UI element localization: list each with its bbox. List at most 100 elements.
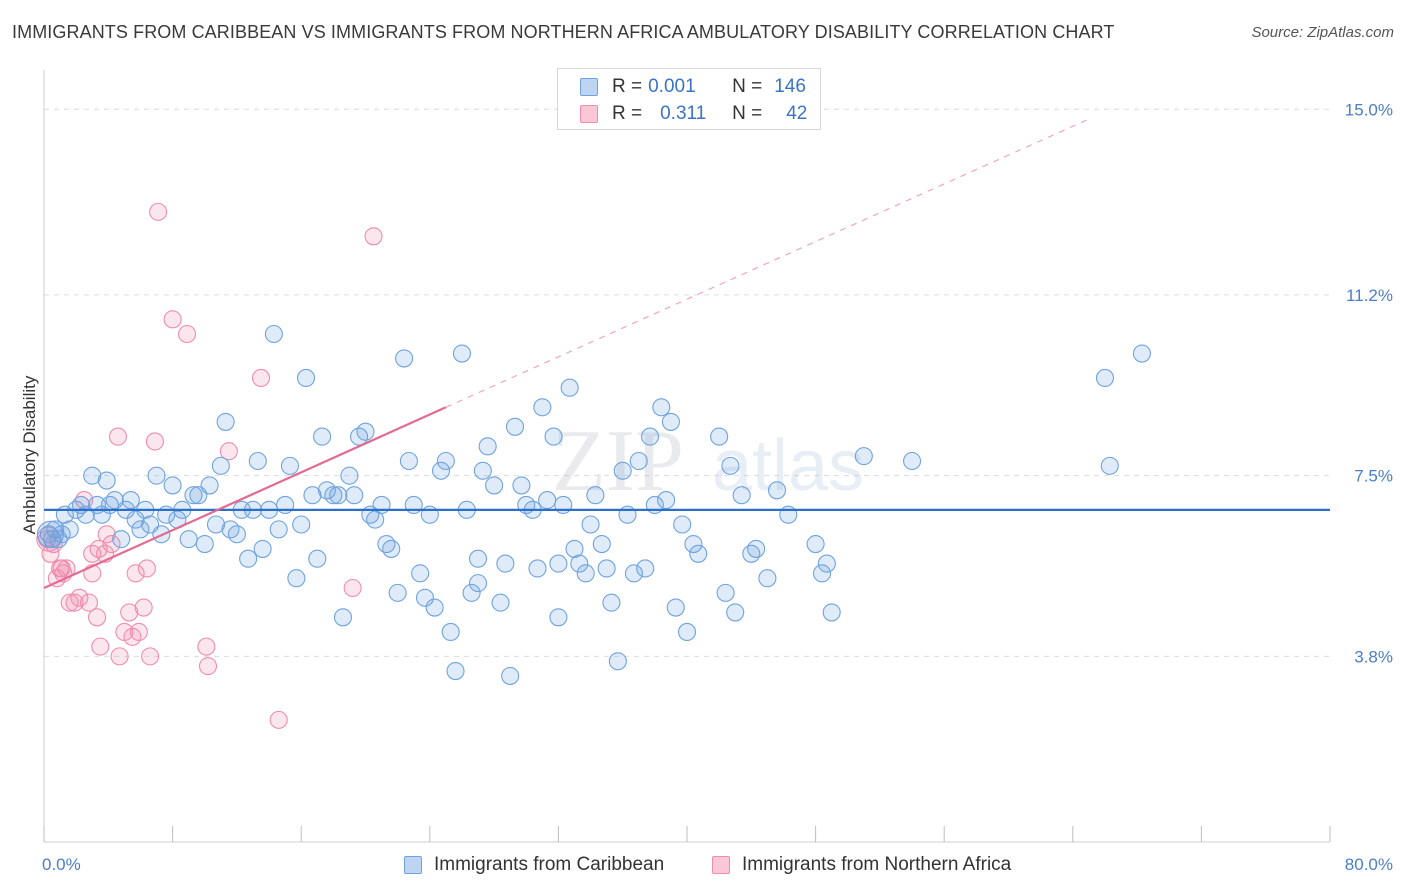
caribbean-point (36, 520, 64, 548)
caribbean-point (570, 554, 589, 573)
caribbean-point (411, 564, 430, 583)
northern-africa-point (60, 593, 79, 612)
northern-africa-point (108, 427, 127, 446)
northern-africa-point (65, 593, 84, 612)
caribbean-point (684, 534, 703, 554)
caribbean-point (446, 661, 465, 681)
caribbean-point (636, 559, 655, 578)
caribbean-point (340, 466, 359, 485)
caribbean-point (206, 515, 226, 534)
caribbean-point (902, 451, 922, 471)
caribbean-point (436, 451, 455, 471)
caribbean-point (721, 456, 740, 475)
tick-labels: 3.8% 7.5% 11.2% 15.0% 0.0% 80.0% (42, 100, 1393, 874)
legend-row-northern-africa: R = 0.311 N = 42 (580, 102, 807, 126)
caribbean-point (112, 530, 131, 549)
caribbean-point (473, 461, 492, 480)
caribbean-point (608, 652, 627, 671)
y-tick-label: 11.2% (1346, 286, 1393, 305)
y-tick-label: 7.5% (1354, 467, 1393, 486)
legend-r-label: R = (612, 103, 643, 124)
caribbean-point (732, 486, 751, 505)
caribbean-point (742, 544, 761, 563)
caribbean-point (496, 554, 515, 573)
caribbean-point (661, 412, 680, 431)
caribbean-point (624, 564, 644, 583)
caribbean-point (468, 574, 488, 593)
caribbean-point (253, 539, 272, 558)
legend-n-label: N = (732, 76, 763, 97)
northern-africa-point (198, 657, 218, 676)
caribbean-point (356, 422, 375, 441)
caribbean-point (716, 583, 735, 602)
northern-africa-trend-extension (445, 118, 1090, 408)
caribbean-point (501, 666, 520, 685)
caribbean-point (666, 598, 685, 617)
caribbean-point (425, 598, 444, 617)
caribbean-point (200, 476, 219, 495)
northern-africa-point (178, 324, 197, 344)
caribbean-point (677, 622, 697, 642)
legend-n-label: N = (732, 103, 763, 124)
caribbean-point (382, 539, 401, 558)
caribbean-point (592, 534, 611, 554)
caribbean-point (673, 515, 692, 534)
caribbean-point (657, 491, 676, 510)
caribbean-point (1100, 456, 1119, 475)
caribbean-point (452, 344, 472, 363)
northern-africa-point (52, 559, 71, 578)
northern-africa-point (110, 647, 129, 666)
caribbean-legend-label: Immigrants from Caribbean (434, 854, 665, 875)
northern-africa-point (102, 534, 121, 554)
caribbean-point (163, 476, 182, 495)
caribbean-point (1095, 368, 1114, 388)
watermark: ZIP atlas (552, 413, 864, 510)
caribbean-point (415, 588, 435, 607)
caribbean-point (586, 486, 605, 505)
x-tick-label-max: 80.0% (1345, 855, 1393, 874)
caribbean-point (812, 564, 832, 583)
caribbean-point (60, 520, 79, 539)
caribbean-point (640, 427, 660, 446)
caribbean-point (1132, 344, 1151, 363)
northern-africa-legend-icon (712, 856, 730, 874)
caribbean-point (505, 417, 525, 436)
caribbean-point (581, 515, 600, 534)
caribbean-point (652, 398, 671, 417)
caribbean-point (184, 486, 203, 505)
chart-title: IMMIGRANTS FROM CARIBBEAN VS IMMIGRANTS … (12, 22, 1115, 42)
caribbean-point (462, 583, 481, 602)
y-tick-label: 3.8% (1354, 647, 1393, 666)
caribbean-point (689, 544, 708, 563)
caribbean-point (269, 520, 288, 539)
caribbean-point (478, 437, 497, 456)
caribbean-point (528, 559, 547, 578)
caribbean-point (388, 583, 407, 602)
caribbean-point (629, 451, 648, 471)
caribbean-point (195, 534, 214, 554)
caribbean-point (485, 476, 504, 495)
caribbean-point (597, 559, 616, 578)
northern-africa-point (120, 603, 139, 622)
northern-africa-point (163, 310, 182, 329)
northern-africa-point (91, 637, 110, 656)
caribbean-point (710, 427, 729, 446)
caribbean-point (538, 491, 557, 510)
caribbean-legend-icon (404, 856, 422, 874)
bottom-legend-northern-africa: Immigrants from Northern Africa (712, 852, 1011, 878)
watermark-atlas: atlas (712, 426, 864, 506)
caribbean-point (817, 554, 836, 573)
caribbean-point (287, 569, 306, 588)
caribbean-point (726, 603, 745, 622)
northern-africa-point (126, 564, 145, 583)
watermark-zip: ZIP (552, 413, 684, 510)
caribbean-point (854, 447, 873, 466)
caribbean-point (468, 549, 488, 568)
caribbean-point (121, 491, 140, 510)
northern-africa-point (145, 432, 164, 451)
caribbean-point (377, 534, 396, 554)
caribbean-point (126, 510, 145, 529)
caribbean-point (179, 530, 198, 549)
legend-n-value: 42 (786, 103, 808, 124)
caribbean-point (280, 456, 299, 475)
